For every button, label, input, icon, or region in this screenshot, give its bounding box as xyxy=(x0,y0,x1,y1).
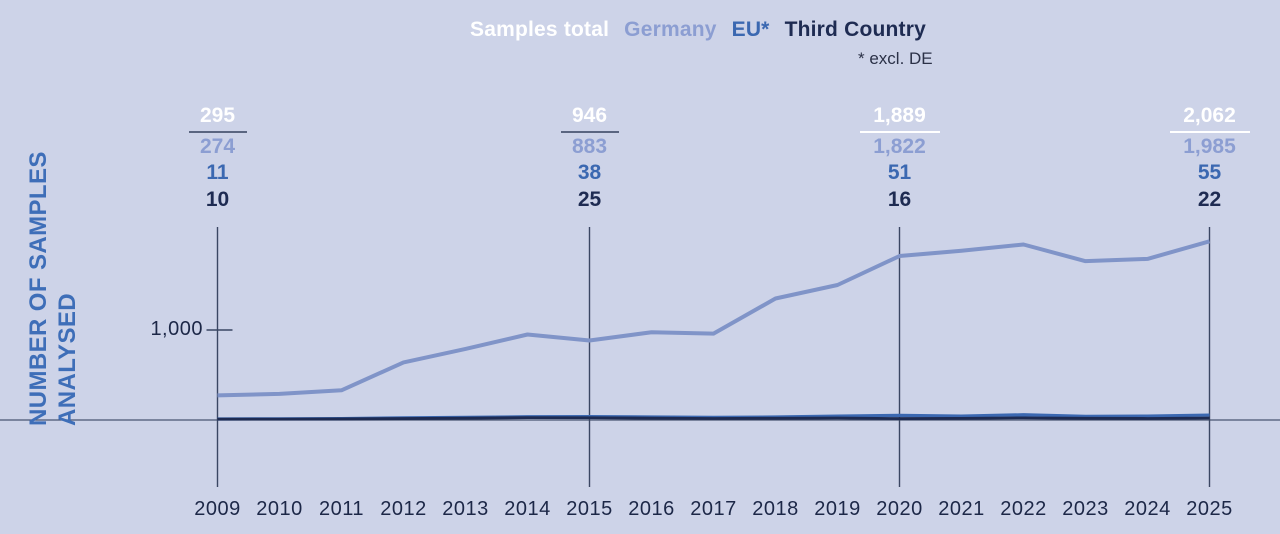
year-label-2013: 2013 xyxy=(442,498,489,520)
year-label-2015: 2015 xyxy=(566,498,613,520)
year-label-2020: 2020 xyxy=(876,498,923,520)
legend-item-germany: Germany xyxy=(624,18,717,41)
annotation-column-2015: 946 883 38 25 xyxy=(520,104,660,212)
year-label-2019: 2019 xyxy=(814,498,861,520)
legend-footnote: * excl. DE xyxy=(858,49,933,68)
annotation-column-2025: 2,062 1,985 55 22 xyxy=(1140,104,1280,212)
samples-total-value-2020: 1,889 xyxy=(873,104,926,127)
legend: Samples total Germany EU* Third Country xyxy=(470,18,926,42)
year-label-2023: 2023 xyxy=(1062,498,1109,520)
germany-line xyxy=(217,239,1211,398)
third-country-value-2015: 25 xyxy=(577,188,602,211)
legend-item-samples-total: Samples total xyxy=(470,18,610,41)
eu-value-2025: 55 xyxy=(1197,161,1222,184)
germany-value-2015: 883 xyxy=(571,135,608,158)
germany-value-2025: 1,985 xyxy=(1183,135,1236,158)
germany-value-2009: 274 xyxy=(199,135,236,158)
year-label-2014: 2014 xyxy=(504,498,551,520)
y-axis-title: NUMBER OF SAMPLES ANALYSED xyxy=(24,106,82,426)
y-axis-title-line2: ANALYSED xyxy=(54,292,81,426)
total-underline-2015 xyxy=(560,131,619,133)
total-underline-2009 xyxy=(188,131,247,133)
third-country-value-2025: 22 xyxy=(1197,188,1222,211)
samples-total-value-2025: 2,062 xyxy=(1183,104,1236,127)
legend-item-third-country: Third Country xyxy=(784,18,926,41)
year-label-2024: 2024 xyxy=(1124,498,1171,520)
year-label-2011: 2011 xyxy=(318,498,365,520)
eu-value-2009: 11 xyxy=(206,161,229,184)
y-axis-tick-label: 1,000 xyxy=(150,318,203,340)
year-label-2016: 2016 xyxy=(628,498,675,520)
y-axis-title-line1: NUMBER OF SAMPLES xyxy=(25,151,52,426)
year-label-2022: 2022 xyxy=(1000,498,1047,520)
total-underline-2025 xyxy=(1169,131,1250,133)
third-country-value-2009: 10 xyxy=(205,188,230,211)
year-label-2017: 2017 xyxy=(690,498,737,520)
year-label-2021: 2021 xyxy=(938,498,985,520)
third-country-value-2020: 16 xyxy=(887,188,912,211)
year-label-2009: 2009 xyxy=(194,498,241,520)
year-label-2018: 2018 xyxy=(752,498,799,520)
year-label-2010: 2010 xyxy=(256,498,303,520)
total-underline-2020 xyxy=(859,131,940,133)
samples-total-value-2015: 946 xyxy=(571,104,608,127)
annotation-column-2020: 1,889 1,822 51 16 xyxy=(830,104,970,212)
eu-value-2020: 51 xyxy=(887,161,912,184)
third-country-line xyxy=(217,416,1210,421)
annotation-column-2009: 295 274 11 10 xyxy=(148,104,288,212)
samples-total-value-2009: 295 xyxy=(199,104,236,127)
legend-item-eu: EU* xyxy=(731,18,770,41)
eu-value-2015: 38 xyxy=(577,161,602,184)
germany-value-2020: 1,822 xyxy=(873,135,926,158)
year-label-2025: 2025 xyxy=(1186,498,1233,520)
year-label-2012: 2012 xyxy=(380,498,427,520)
